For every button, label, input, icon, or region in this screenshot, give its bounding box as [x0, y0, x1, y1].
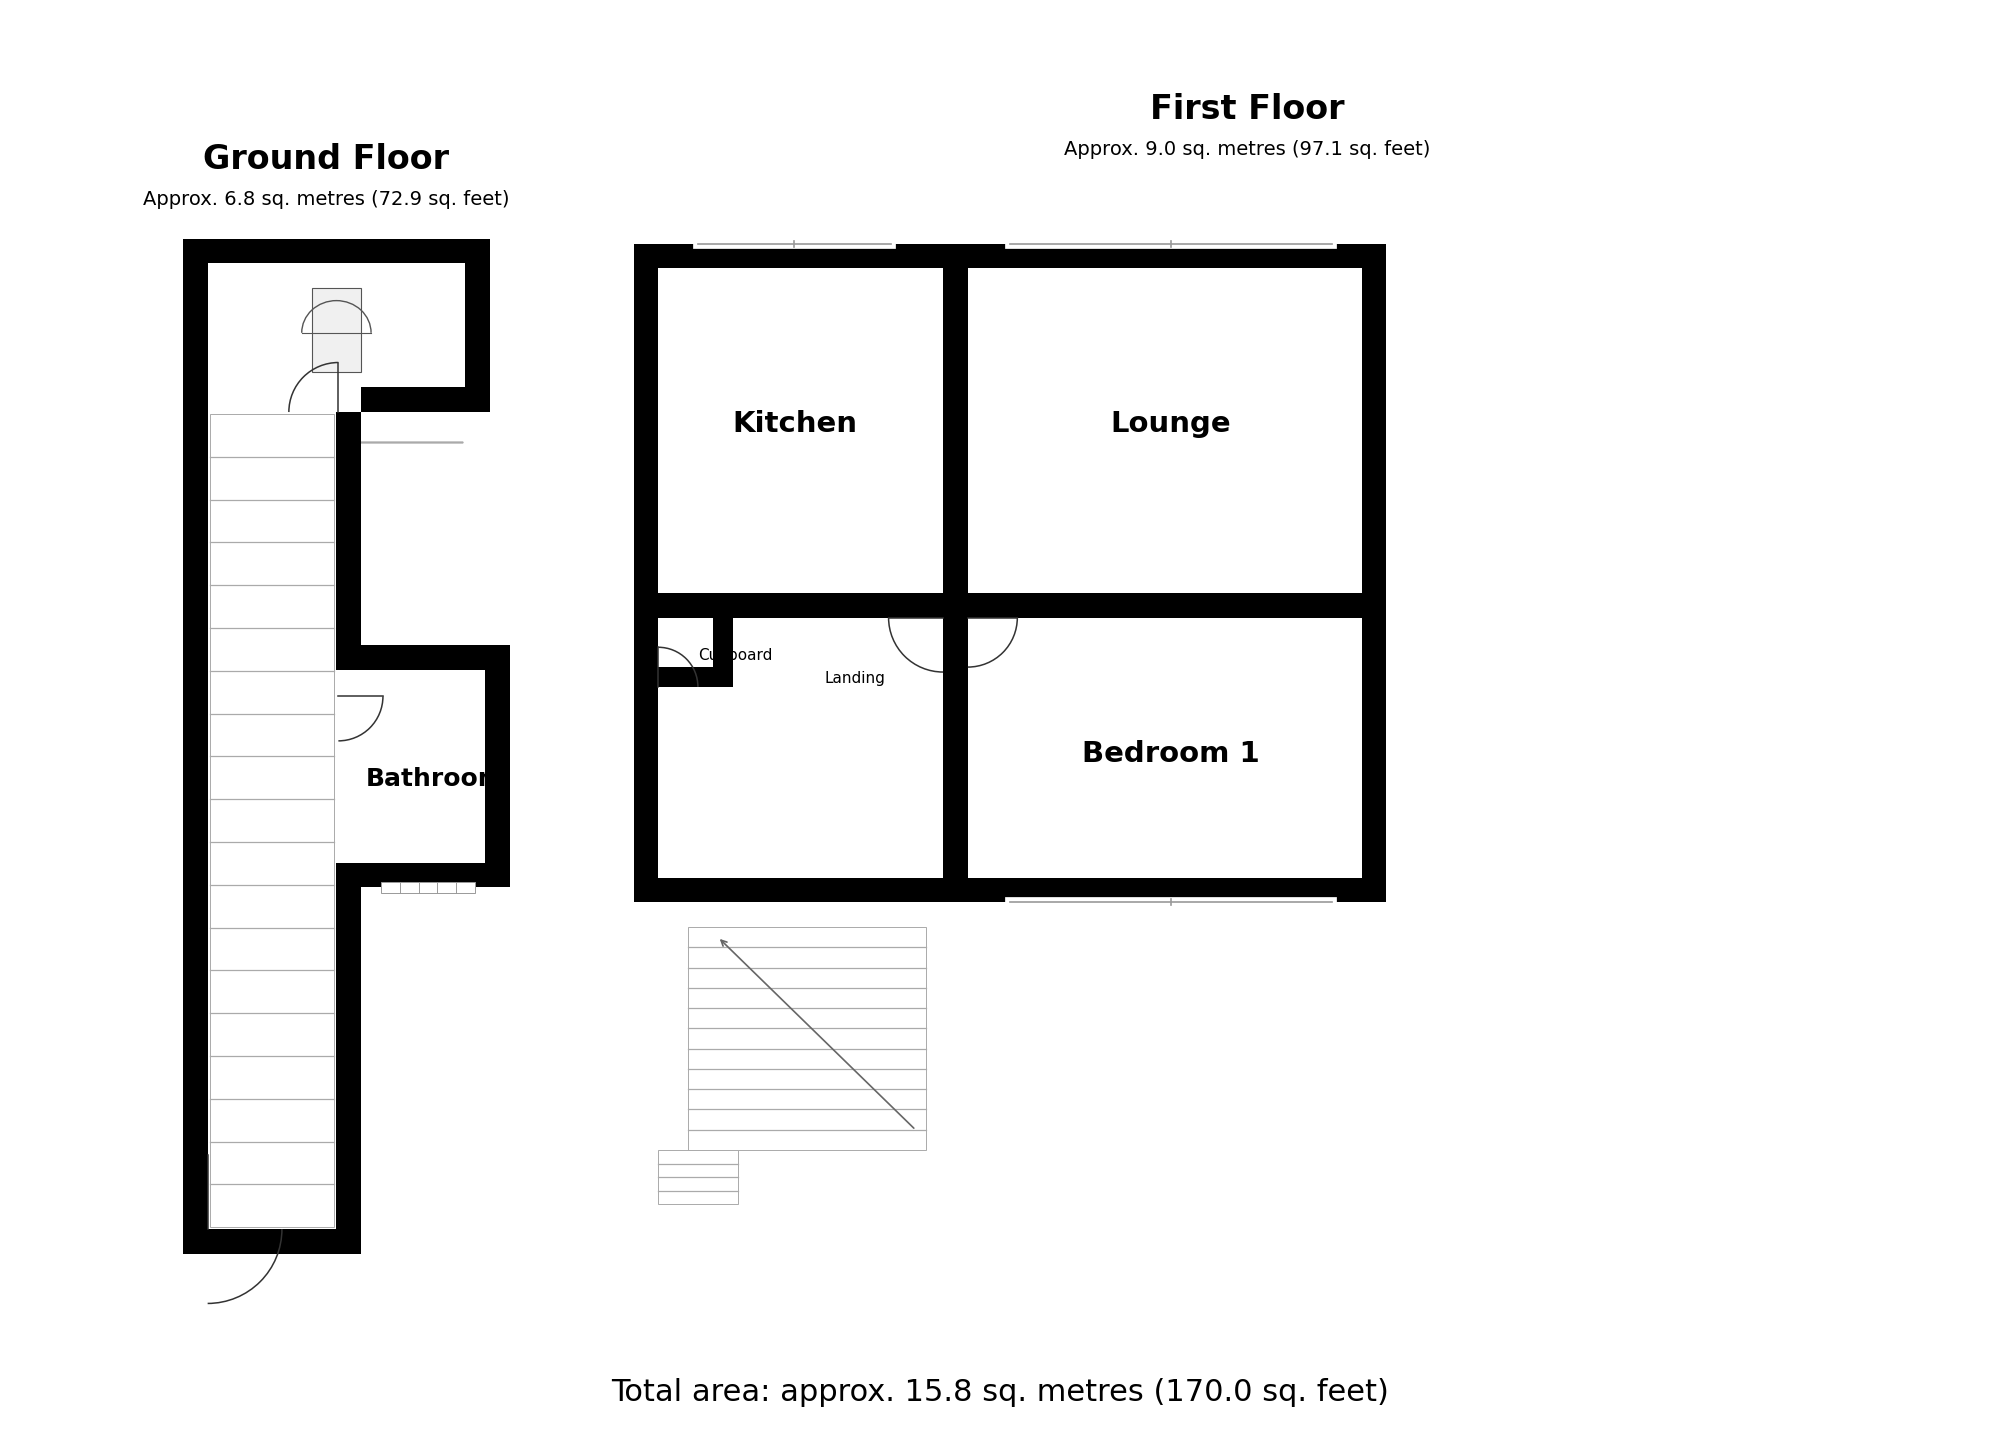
Text: Bathroom: Bathroom — [366, 766, 504, 791]
Text: Cupboard: Cupboard — [698, 647, 772, 663]
Bar — [380, 881, 476, 893]
Bar — [336, 862, 510, 887]
Bar — [336, 644, 510, 669]
Bar — [182, 238, 208, 1253]
Text: Lounge: Lounge — [1110, 410, 1232, 439]
Bar — [712, 618, 732, 686]
Bar — [182, 1229, 362, 1253]
Bar — [634, 878, 1386, 903]
Bar — [944, 244, 968, 605]
Bar — [634, 244, 1386, 269]
Bar — [210, 414, 334, 1227]
Text: Ground Floor: Ground Floor — [204, 142, 450, 176]
Bar — [658, 1150, 738, 1204]
Bar — [944, 605, 968, 903]
Bar — [944, 593, 1374, 618]
Text: Approx. 6.8 sq. metres (72.9 sq. feet): Approx. 6.8 sq. metres (72.9 sq. feet) — [144, 189, 510, 208]
Bar — [466, 238, 490, 411]
Bar — [634, 593, 968, 618]
Bar — [634, 244, 658, 903]
Bar — [312, 288, 362, 372]
Text: First Floor: First Floor — [1150, 93, 1344, 126]
Bar — [312, 288, 362, 372]
Text: Bedroom 1: Bedroom 1 — [1082, 740, 1260, 768]
Bar — [336, 411, 362, 669]
Bar — [312, 288, 362, 372]
Bar — [484, 669, 510, 887]
Bar — [362, 387, 490, 411]
Text: Total area: approx. 15.8 sq. metres (170.0 sq. feet): Total area: approx. 15.8 sq. metres (170… — [612, 1378, 1388, 1407]
Bar — [182, 238, 490, 263]
Bar — [336, 887, 362, 1253]
Bar — [688, 928, 926, 1150]
Text: Approx. 9.0 sq. metres (97.1 sq. feet): Approx. 9.0 sq. metres (97.1 sq. feet) — [1064, 140, 1430, 158]
Text: Landing: Landing — [824, 672, 886, 686]
Bar — [658, 667, 732, 686]
Text: Kitchen: Kitchen — [732, 410, 856, 439]
Bar — [1362, 244, 1386, 903]
